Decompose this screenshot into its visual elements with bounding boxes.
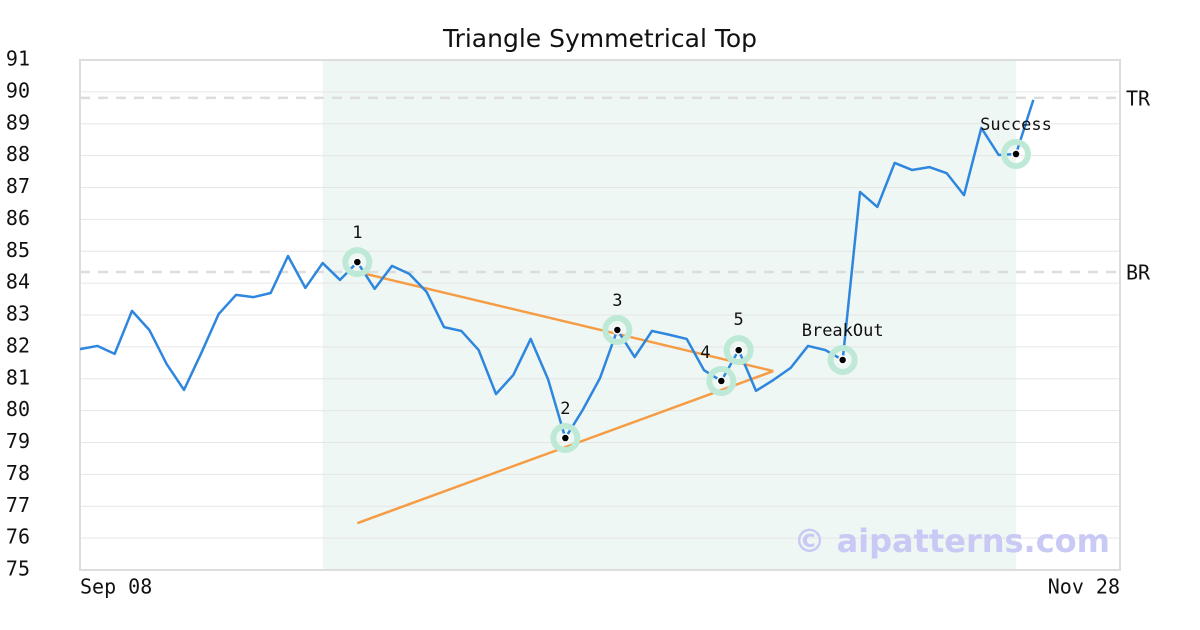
pattern-point-halo bbox=[550, 423, 581, 454]
pattern-point bbox=[612, 325, 623, 335]
pattern-point-halo bbox=[602, 314, 633, 345]
y-tick-label: 81 bbox=[6, 365, 30, 389]
pattern-point bbox=[733, 345, 744, 355]
y-tick-label: 86 bbox=[6, 206, 30, 230]
pattern-label: 1 bbox=[352, 223, 362, 243]
y-tick-label: 78 bbox=[6, 461, 30, 485]
pattern-point-halo bbox=[1001, 139, 1031, 170]
price-line bbox=[79, 99, 1035, 440]
y-tick-label: 75 bbox=[6, 557, 30, 581]
pattern-point-halo bbox=[827, 344, 858, 375]
pattern-label: 2 bbox=[560, 399, 570, 419]
pattern-label: BreakOut bbox=[802, 321, 884, 341]
pattern-label: 4 bbox=[700, 343, 710, 363]
watermark: © aipatterns.com bbox=[793, 522, 1110, 560]
y-tick-label: 90 bbox=[6, 78, 30, 102]
level-label: TR bbox=[1126, 86, 1151, 110]
x-tick-label: Nov 28 bbox=[1048, 575, 1120, 599]
y-tick-label: 80 bbox=[6, 397, 30, 421]
pattern-point bbox=[352, 257, 363, 267]
y-tick-label: 84 bbox=[6, 270, 30, 294]
y-tick-label: 82 bbox=[6, 333, 30, 357]
pattern-point-halo bbox=[723, 335, 754, 366]
pattern-point bbox=[1011, 149, 1021, 159]
pattern-point bbox=[560, 433, 571, 443]
y-tick-label: 89 bbox=[6, 110, 30, 134]
x-tick-label: Sep 08 bbox=[80, 575, 152, 599]
pattern-label: Success bbox=[980, 115, 1052, 135]
y-tick-label: 79 bbox=[6, 429, 30, 453]
pattern-point-halo bbox=[342, 247, 373, 278]
pattern-point bbox=[837, 355, 848, 365]
y-tick-label: 88 bbox=[6, 142, 30, 166]
plot-frame bbox=[79, 59, 1121, 571]
y-tick-label: 83 bbox=[6, 302, 30, 326]
pattern-point-halo bbox=[706, 365, 737, 396]
y-tick-label: 87 bbox=[6, 174, 30, 198]
pattern-label: 3 bbox=[612, 291, 622, 311]
y-tick-label: 91 bbox=[6, 47, 30, 71]
chart-title: Triangle Symmetrical Top bbox=[442, 24, 757, 53]
pattern-point bbox=[716, 376, 727, 386]
trend-line bbox=[357, 270, 774, 373]
y-tick-label: 76 bbox=[6, 525, 30, 549]
pattern-label: 5 bbox=[734, 310, 744, 330]
y-tick-label: 85 bbox=[6, 238, 30, 262]
y-tick-label: 77 bbox=[6, 493, 30, 517]
level-label: BR bbox=[1126, 260, 1151, 284]
